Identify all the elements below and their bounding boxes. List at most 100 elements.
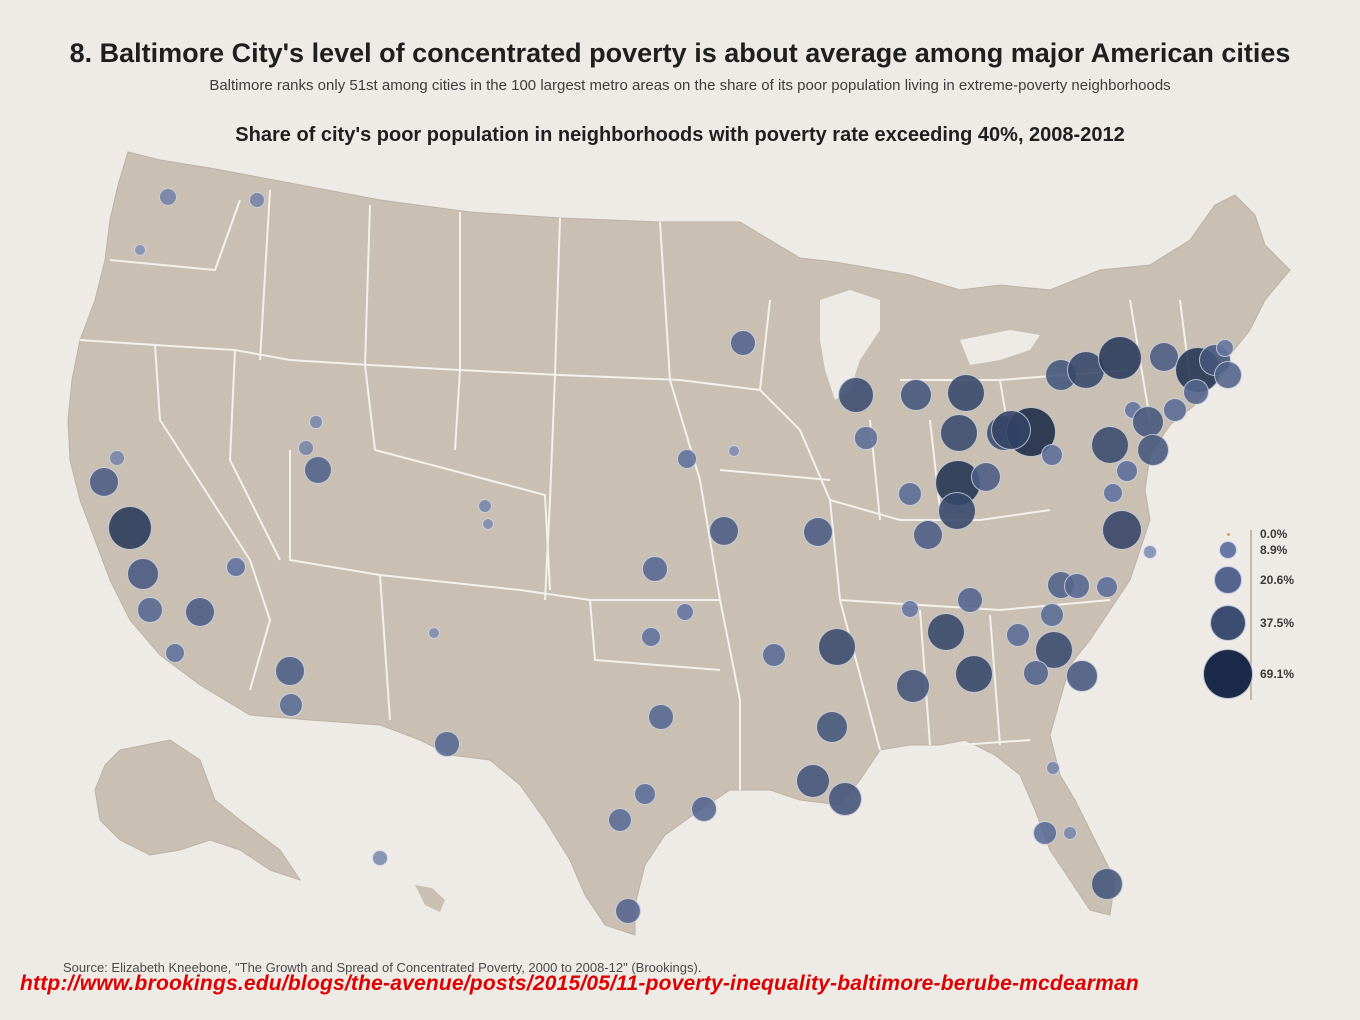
city-bubble (854, 426, 878, 450)
city-bubble (134, 244, 146, 256)
city-bubble (690, 795, 718, 823)
city-bubble (107, 505, 153, 551)
city-bubble (990, 409, 1032, 451)
city-bubble (1006, 623, 1030, 647)
source-note: Source: Elizabeth Kneebone, "The Growth … (63, 960, 702, 975)
lake-erie-ontario (960, 330, 1040, 365)
city-bubble (1131, 405, 1165, 439)
city-bubble (709, 516, 739, 546)
city-bubble (956, 586, 984, 614)
city-bubble (1091, 426, 1129, 464)
city-bubble (1040, 603, 1064, 627)
city-bubble (803, 517, 833, 547)
city-bubble (1033, 821, 1057, 845)
city-bubble (642, 556, 668, 582)
legend-label: 8.9% (1260, 543, 1288, 557)
page-subtitle: Baltimore ranks only 51st among cities i… (209, 77, 1171, 94)
city-bubble (1022, 659, 1050, 687)
city-bubble (837, 376, 875, 414)
city-bubble (1062, 825, 1078, 841)
legend-axis (1250, 530, 1252, 700)
city-bubble (954, 654, 994, 694)
page-title: 8. Baltimore City's level of concentrate… (69, 38, 1291, 68)
city-bubble (971, 462, 1001, 492)
city-bubble (1115, 459, 1139, 483)
legend-dot (1209, 604, 1247, 642)
city-bubble (279, 693, 303, 717)
great-lakes (820, 290, 880, 400)
city-bubble (1045, 760, 1061, 776)
city-bubble (633, 782, 657, 806)
city-bubble (640, 626, 662, 648)
city-bubble (477, 498, 493, 514)
city-bubble (728, 445, 740, 457)
city-bubble (371, 849, 389, 867)
city-bubble (434, 731, 460, 757)
city-bubble (1163, 398, 1187, 422)
city-bubble (1136, 433, 1170, 467)
city-bubble (1215, 338, 1235, 358)
city-bubble (675, 602, 695, 622)
legend-dot (1219, 541, 1237, 559)
city-bubble (1213, 360, 1243, 390)
city-bubble (159, 188, 177, 206)
city-bubble (1040, 443, 1064, 467)
city-bubble (137, 597, 163, 623)
map-title: Share of city's poor population in neigh… (235, 124, 1125, 146)
city-bubble (1142, 544, 1158, 560)
city-bubble (898, 482, 922, 506)
city-bubble (309, 415, 323, 429)
city-bubble (913, 520, 943, 550)
city-bubble (303, 455, 333, 485)
city-bubble (1102, 482, 1124, 504)
city-bubble (895, 668, 931, 704)
city-bubble (185, 597, 215, 627)
legend-label: 69.1% (1260, 667, 1295, 681)
source-url[interactable]: http://www.brookings.edu/blogs/the-avenu… (20, 972, 1139, 995)
state-borders (79, 189, 1191, 790)
city-bubble (225, 556, 247, 578)
city-bubble (89, 467, 119, 497)
legend-label: 0.0% (1260, 527, 1288, 541)
legend-dot (1227, 533, 1230, 536)
city-bubble (482, 518, 494, 530)
city-bubble (940, 414, 978, 452)
city-bubble (248, 191, 266, 209)
city-bubble (900, 599, 920, 619)
city-bubble (1182, 378, 1210, 406)
city-bubble (608, 808, 632, 832)
city-bubble (946, 373, 986, 413)
city-bubble (1064, 573, 1090, 599)
city-bubble (827, 781, 863, 817)
hawaii (415, 885, 445, 912)
city-bubble (937, 491, 977, 531)
city-bubble (109, 450, 125, 466)
city-bubble (428, 627, 440, 639)
city-bubble (926, 612, 966, 652)
city-bubble (676, 448, 698, 470)
city-bubble (1090, 867, 1124, 901)
city-bubble (1065, 659, 1099, 693)
city-bubble (1095, 575, 1119, 599)
city-bubble (275, 656, 305, 686)
city-bubble (899, 378, 933, 412)
city-bubble (818, 628, 856, 666)
legend-dot (1214, 566, 1242, 594)
city-bubble (1149, 342, 1179, 372)
city-bubble (127, 558, 159, 590)
legend-label: 37.5% (1260, 616, 1295, 630)
city-bubble (729, 329, 757, 357)
legend-label: 20.6% (1260, 573, 1295, 587)
legend: 0.0% 8.9% 20.6% 37.5% 69.1% (1190, 522, 1300, 712)
city-bubble (614, 897, 642, 925)
city-bubble (762, 643, 786, 667)
city-bubble (1097, 335, 1143, 381)
city-bubble (298, 440, 314, 456)
alaska (94, 739, 302, 881)
city-bubble (164, 642, 186, 664)
city-bubble (1101, 509, 1143, 551)
city-bubble (796, 764, 830, 798)
city-bubble (815, 710, 849, 744)
